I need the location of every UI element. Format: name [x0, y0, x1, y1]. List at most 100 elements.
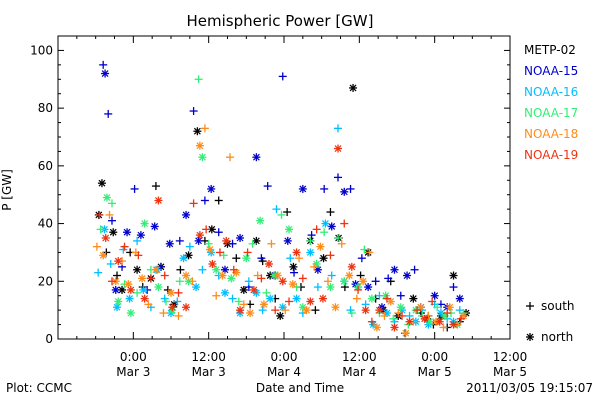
south-point: [272, 205, 281, 214]
marker-legend-north: north: [526, 330, 573, 344]
south-point: [323, 277, 332, 286]
south-point: [99, 60, 108, 69]
south-point: [175, 236, 184, 245]
north-point: [182, 210, 191, 219]
south-point: [185, 242, 194, 251]
south-point: [234, 297, 243, 306]
south-point: [258, 306, 267, 315]
north-point: [140, 294, 149, 303]
x-tick-time: 12:00: [342, 350, 377, 364]
south-point: [200, 196, 209, 205]
south-point: [107, 199, 116, 208]
north-point: [340, 277, 349, 286]
south-point: [326, 251, 335, 260]
south-point: [113, 271, 122, 280]
north-point: [252, 153, 261, 162]
north-point: [372, 323, 381, 332]
north-point: [306, 297, 315, 306]
south-point: [95, 210, 104, 219]
south-point: [333, 124, 342, 133]
north-point: [138, 274, 147, 283]
marker-legend-south: south: [526, 299, 575, 313]
north-point: [113, 303, 122, 312]
south-point: [226, 153, 235, 162]
south-point: [307, 231, 316, 240]
north-point: [326, 283, 335, 292]
y-tick-label: 0: [45, 332, 53, 346]
south-point: [198, 265, 207, 274]
north-point: [218, 271, 227, 280]
south-point: [228, 294, 237, 303]
south-point: [174, 288, 183, 297]
data-points: [92, 60, 471, 338]
south-point: [215, 248, 224, 257]
north-point: [318, 294, 327, 303]
south-point: [92, 242, 101, 251]
south-point: [146, 274, 155, 283]
north-point: [182, 303, 191, 312]
south-point: [133, 236, 142, 245]
marker-legend-label: north: [541, 330, 573, 344]
north-point: [292, 294, 301, 303]
north-point: [207, 225, 216, 234]
north-point: [331, 303, 340, 312]
south-point: [327, 271, 336, 280]
north-point: [220, 288, 229, 297]
north-point: [168, 303, 177, 312]
south-point: [443, 309, 452, 318]
north-point: [273, 271, 282, 280]
north-point: [126, 309, 135, 318]
south-point: [354, 285, 363, 294]
south-point: [306, 236, 315, 245]
north-point: [246, 309, 255, 318]
south-point: [144, 300, 153, 309]
north-point: [102, 193, 111, 202]
north-point: [292, 248, 301, 257]
series-noaa-17: [96, 75, 468, 329]
south-point: [194, 75, 203, 84]
north-point: [298, 184, 307, 193]
south-point: [340, 219, 349, 228]
north-point: [198, 153, 207, 162]
south-point: [204, 239, 213, 248]
north-point: [327, 222, 336, 231]
south-point: [413, 306, 422, 315]
north-point: [266, 294, 275, 303]
north-point: [109, 228, 118, 237]
north-point: [192, 283, 201, 292]
north-point: [236, 234, 245, 242]
series-noaa-18: [92, 124, 468, 338]
north-point: [207, 248, 216, 257]
south-point: [160, 271, 169, 280]
south-point: [212, 291, 221, 300]
south-point: [312, 225, 321, 234]
legend-entry-noaa-18: NOAA-18: [524, 127, 578, 141]
south-point: [104, 109, 113, 118]
south-point: [398, 311, 407, 320]
legend-entry-noaa-19: NOAA-19: [524, 148, 578, 162]
south-point: [347, 309, 356, 318]
north-point: [151, 265, 160, 274]
south-point: [200, 124, 209, 133]
south-point: [120, 242, 129, 251]
north-point: [264, 259, 273, 268]
north-point: [114, 297, 123, 306]
south-point: [457, 314, 466, 323]
plot-frame: [57, 35, 511, 340]
y-tick-label: 60: [38, 159, 53, 173]
north-point: [133, 265, 142, 274]
north-point: [227, 274, 236, 283]
south-point: [380, 311, 389, 320]
south-point: [310, 262, 319, 271]
legend-entry-noaa-17: NOAA-17: [524, 106, 578, 120]
south-point: [243, 248, 252, 257]
north-point: [208, 259, 217, 268]
x-tick-time: 0:00: [421, 350, 448, 364]
south-point: [365, 248, 374, 257]
north-point: [283, 236, 292, 245]
y-tick-label: 80: [38, 101, 53, 115]
south-point: [433, 303, 442, 312]
x-tick-date: Mar 4: [267, 365, 301, 379]
north-point: [220, 265, 229, 274]
x-axis-label: Date and Time: [256, 381, 344, 395]
